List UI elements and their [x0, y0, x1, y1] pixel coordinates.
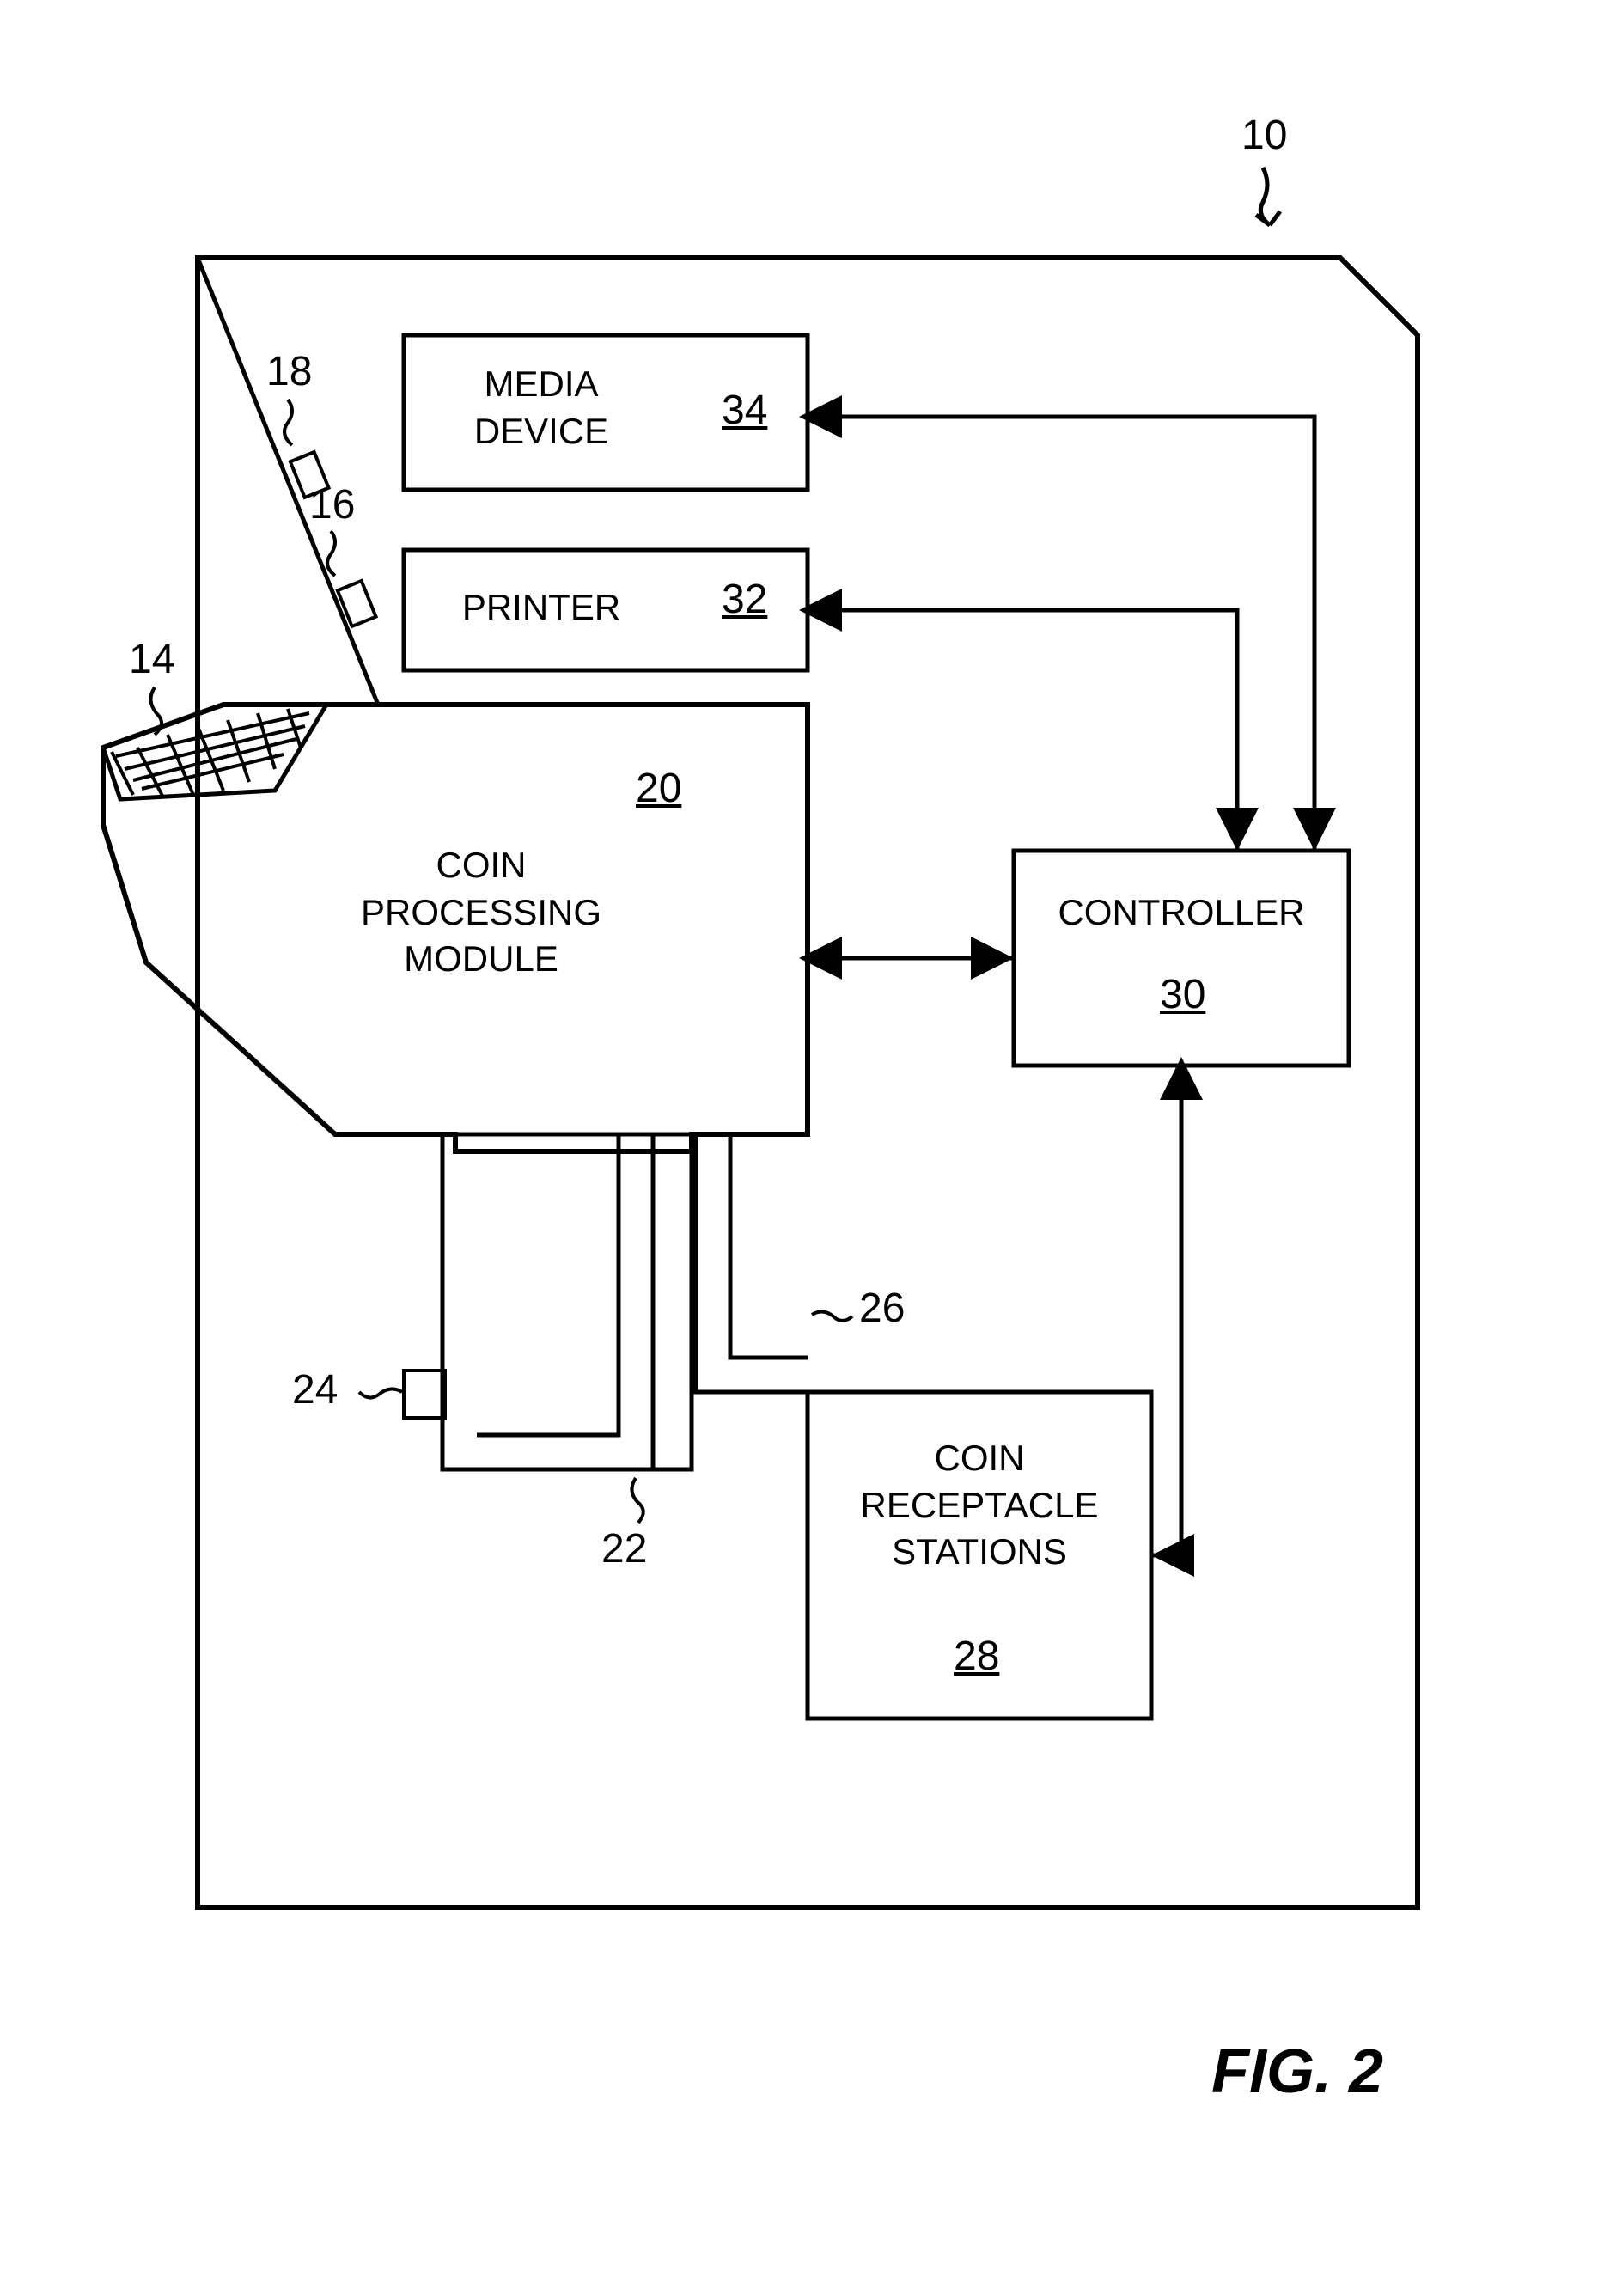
- media-device-label: MEDIA DEVICE: [430, 361, 653, 455]
- ref-10: 10: [1241, 112, 1287, 159]
- ref22-squiggle: [631, 1478, 643, 1523]
- ref-30: 30: [1160, 971, 1205, 1018]
- controller-box: [1014, 851, 1349, 1066]
- ref-22: 22: [601, 1525, 647, 1572]
- ref16-squiggle: [327, 531, 335, 576]
- coin-processing-label: COIN PROCESSING MODULE: [318, 842, 644, 983]
- ref-24: 24: [292, 1366, 338, 1414]
- chute-right-inner: [696, 1134, 808, 1392]
- ref-34: 34: [722, 387, 767, 434]
- ref-28: 28: [954, 1633, 999, 1680]
- ref-18: 18: [266, 348, 312, 395]
- arrow-controller-receptacle: [1151, 1066, 1181, 1555]
- ref10-squiggle: [1260, 168, 1270, 225]
- printer-label: PRINTER: [430, 584, 653, 632]
- arrow-controller-printer: [808, 610, 1237, 851]
- chute-right-outer: [730, 1134, 808, 1358]
- ref-26: 26: [859, 1285, 905, 1332]
- ref-20: 20: [636, 765, 681, 812]
- controller-label: CONTROLLER: [1031, 889, 1332, 937]
- ref-32: 32: [722, 576, 767, 623]
- ref-16: 16: [309, 481, 355, 528]
- ref24-squiggle: [359, 1389, 402, 1397]
- reject-slot-box: [404, 1371, 445, 1418]
- coin-receptacle-label: COIN RECEPTACLE STATIONS: [825, 1435, 1134, 1576]
- ref-14: 14: [129, 636, 174, 683]
- figure-label: FIG. 2: [1211, 2036, 1383, 2107]
- chute-left-outer: [477, 1134, 653, 1469]
- diagram-svg: [0, 0, 1598, 2296]
- ref18-squiggle: [284, 400, 292, 445]
- ref26-squiggle: [812, 1311, 852, 1321]
- chute-left-inner: [477, 1134, 619, 1435]
